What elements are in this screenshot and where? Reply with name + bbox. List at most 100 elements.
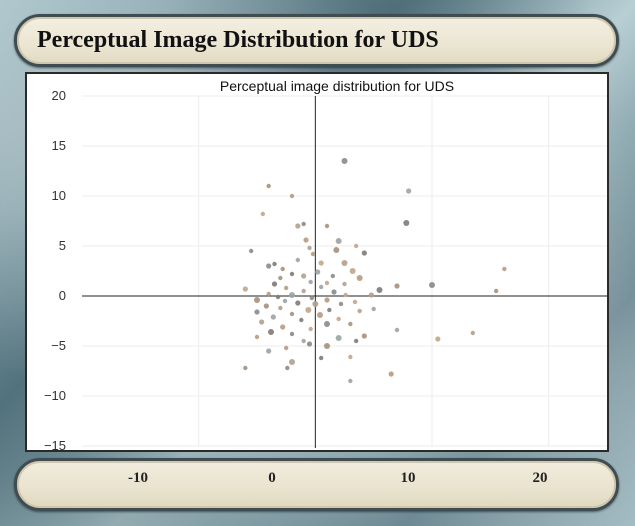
scatter-point xyxy=(289,311,295,317)
scatter-point xyxy=(283,285,289,291)
scatter-point xyxy=(289,271,295,277)
y-tick-label: 0 xyxy=(59,288,66,303)
scatter-point xyxy=(435,336,441,342)
scatter-point xyxy=(318,355,324,361)
y-tick-label: 20 xyxy=(52,88,66,103)
scatter-point xyxy=(348,354,353,360)
scatter-point xyxy=(283,345,289,351)
scatter-point xyxy=(248,248,254,254)
scatter-point xyxy=(268,329,274,335)
scatter-point xyxy=(371,306,376,312)
scatter-point xyxy=(254,297,260,303)
scatter-point xyxy=(331,289,337,295)
scatter-point xyxy=(429,282,435,288)
scatter-point xyxy=(324,223,330,229)
scatter-point xyxy=(295,223,301,229)
scatter-point xyxy=(348,378,353,384)
scatter-point xyxy=(327,307,332,313)
plot-panel: −15 −10 −5 0 5 10 15 20 Perceptual image distrib… xyxy=(25,72,609,452)
scatter-point xyxy=(275,294,281,300)
scatter-point xyxy=(301,338,306,344)
scatter-point xyxy=(282,298,288,304)
scatter-point xyxy=(254,334,260,340)
x-tick-label: 0 xyxy=(268,470,276,486)
window-title: Perceptual Image Distribution for UDS xyxy=(37,27,439,53)
scatter-point xyxy=(263,303,269,309)
title-banner: Perceptual Image Distribution for UDS xyxy=(14,14,619,67)
scatter-point xyxy=(361,333,367,339)
scatter-point xyxy=(318,284,324,290)
scatter-point xyxy=(309,295,315,301)
scatter-point xyxy=(376,287,383,293)
scatter-point xyxy=(308,279,313,285)
x-tick-label: 10 xyxy=(400,470,416,486)
scatter-point xyxy=(318,260,324,266)
scatter-point xyxy=(266,348,272,354)
scatter-point xyxy=(361,250,367,256)
scatter-point xyxy=(356,275,363,281)
y-tick-label: 10 xyxy=(52,188,66,203)
scatter-point xyxy=(259,319,265,325)
scatter-point xyxy=(266,183,271,189)
scatter-point xyxy=(324,321,330,327)
scatter-point xyxy=(368,292,374,298)
scatter-point xyxy=(301,288,306,294)
scatter-point xyxy=(280,266,285,272)
scatter-point xyxy=(278,305,283,311)
scatter-point xyxy=(333,247,340,253)
x-tick-label: -10 xyxy=(128,470,148,486)
y-tick-label: 5 xyxy=(59,238,66,253)
scatter-point xyxy=(295,300,301,306)
scatter-point xyxy=(278,275,283,281)
scatter-chart: −15 −10 −5 0 5 10 15 20 Perceptual image distrib… xyxy=(44,78,607,450)
scatter-point xyxy=(353,243,359,249)
scatter-point xyxy=(308,326,313,332)
x-axis-banner xyxy=(14,458,619,511)
y-tick-label: 15 xyxy=(52,138,66,153)
scatter-point xyxy=(338,301,344,307)
scatter-point xyxy=(394,327,400,333)
scatter-point xyxy=(301,273,307,279)
scatter-point xyxy=(270,314,276,320)
scatter-point xyxy=(348,321,353,327)
scatter-point xyxy=(242,286,248,292)
scatter-point xyxy=(289,292,295,298)
scatter-point xyxy=(406,188,412,194)
scatter-point xyxy=(312,301,319,307)
scatter-point xyxy=(303,237,309,243)
scatter-point xyxy=(266,263,272,269)
scatter-point xyxy=(493,288,499,294)
scatter-point xyxy=(394,283,400,289)
scatter-point xyxy=(289,193,295,199)
scatter-point xyxy=(260,211,266,217)
scatter-point xyxy=(243,365,248,371)
scatter-point xyxy=(324,280,330,286)
scatter-point xyxy=(336,316,341,322)
y-tick-label: −10 xyxy=(44,388,66,403)
scatter-point xyxy=(388,371,394,377)
scatter-point xyxy=(306,341,313,347)
scatter-point xyxy=(335,335,342,341)
scatter-point xyxy=(341,260,348,266)
scatter-point xyxy=(330,273,336,279)
scatter-point xyxy=(305,307,312,313)
scatter-point xyxy=(272,261,277,267)
scatter-point xyxy=(295,257,301,263)
y-tick-label: −5 xyxy=(51,338,66,353)
scatter-point xyxy=(324,297,330,303)
scatter-point xyxy=(353,338,359,344)
scatter-point xyxy=(341,158,348,164)
scatter-point xyxy=(289,359,295,365)
scatter-point xyxy=(317,312,323,318)
scatter-point xyxy=(315,269,321,275)
scatter-point xyxy=(254,309,260,315)
scatter-point xyxy=(343,292,348,298)
scatter-point xyxy=(307,245,312,251)
scatter-point xyxy=(335,238,342,244)
scatter-point xyxy=(301,221,306,227)
scatter-point xyxy=(324,343,330,349)
scatter-point xyxy=(470,330,476,336)
scatter-point xyxy=(357,308,362,314)
scatter-point xyxy=(349,268,356,274)
scatter-point xyxy=(266,291,271,297)
